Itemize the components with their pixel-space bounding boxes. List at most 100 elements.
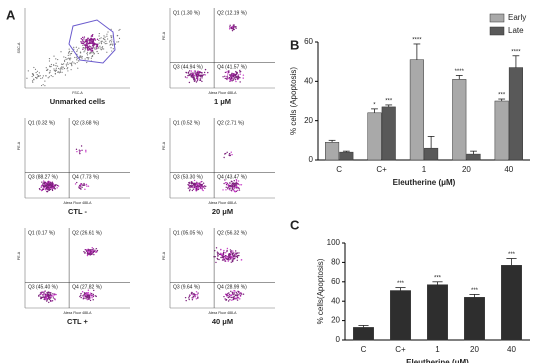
significance: *** bbox=[471, 288, 479, 294]
event-dot bbox=[81, 186, 83, 189]
quadrant-label: Q3 (53.30 %) bbox=[173, 175, 203, 181]
quadrant-label: Q4 (7.73 %) bbox=[72, 175, 99, 181]
event-dot bbox=[237, 186, 239, 189]
event-dot bbox=[87, 289, 90, 291]
event-dot bbox=[85, 149, 87, 152]
event-dot bbox=[225, 298, 228, 301]
event-dot bbox=[191, 72, 193, 75]
event-dot bbox=[84, 50, 86, 52]
event-dot bbox=[233, 180, 235, 182]
event-dot bbox=[54, 73, 56, 75]
y-axis-label: % cells (Apoptosis) bbox=[289, 67, 298, 135]
event-dot bbox=[224, 182, 227, 184]
event-dot bbox=[42, 180, 45, 182]
event-dot bbox=[215, 247, 218, 249]
event-dot bbox=[68, 52, 70, 54]
event-dot bbox=[45, 184, 47, 187]
event-dot bbox=[197, 292, 199, 294]
event-dot bbox=[235, 179, 238, 181]
event-dot bbox=[107, 38, 109, 40]
event-dot bbox=[197, 188, 200, 191]
event-dot bbox=[189, 186, 191, 188]
bar bbox=[367, 112, 382, 161]
event-dot bbox=[43, 181, 46, 184]
event-dot bbox=[61, 66, 63, 68]
event-dot bbox=[31, 80, 34, 82]
event-dot bbox=[228, 253, 230, 256]
error-bar bbox=[395, 287, 406, 291]
event-dot bbox=[184, 296, 187, 299]
event-dot bbox=[95, 48, 98, 50]
event-dot bbox=[227, 300, 230, 302]
event-dot bbox=[68, 48, 70, 50]
event-dot bbox=[43, 296, 45, 298]
event-dot bbox=[196, 76, 199, 78]
event-dot bbox=[197, 74, 199, 76]
event-dot bbox=[86, 42, 88, 44]
event-dot bbox=[62, 66, 64, 68]
event-dot bbox=[193, 186, 196, 188]
event-dot bbox=[226, 151, 228, 154]
event-dot bbox=[217, 252, 219, 255]
event-dot bbox=[236, 295, 238, 297]
event-dot bbox=[193, 292, 195, 295]
event-dot bbox=[196, 181, 198, 183]
event-dot bbox=[188, 70, 191, 72]
event-dot bbox=[91, 252, 93, 255]
event-dot bbox=[49, 292, 51, 294]
event-dot bbox=[235, 298, 238, 300]
event-dot bbox=[194, 80, 196, 82]
event-dot bbox=[84, 48, 87, 50]
event-dot bbox=[79, 150, 82, 152]
event-dot bbox=[80, 38, 83, 40]
event-dot bbox=[79, 152, 81, 155]
event-dot bbox=[58, 72, 60, 74]
event-dot bbox=[59, 71, 62, 73]
event-dot bbox=[242, 293, 245, 295]
y-tick-label: 20 bbox=[304, 116, 313, 125]
event-dot bbox=[97, 52, 99, 55]
event-dot bbox=[46, 190, 49, 193]
y-axis-label: SSC-A bbox=[17, 42, 21, 53]
event-dot bbox=[200, 71, 202, 74]
event-dot bbox=[90, 48, 92, 50]
x-tick-label: 40 bbox=[504, 165, 513, 174]
event-dot bbox=[224, 77, 226, 80]
event-dot bbox=[195, 185, 198, 188]
event-dot bbox=[221, 253, 223, 255]
event-dot bbox=[227, 187, 229, 190]
error-bar bbox=[427, 135, 435, 149]
x-tick-label: 1 bbox=[422, 165, 427, 174]
event-dot bbox=[49, 188, 52, 191]
event-dot bbox=[200, 74, 202, 77]
event-dot bbox=[95, 46, 97, 48]
event-dot bbox=[195, 293, 197, 296]
event-dot bbox=[81, 149, 83, 151]
event-dot bbox=[235, 180, 238, 182]
event-dot bbox=[106, 51, 108, 53]
event-dot bbox=[100, 43, 103, 45]
event-dot bbox=[74, 63, 76, 65]
event-dot bbox=[93, 53, 95, 55]
event-dot bbox=[242, 74, 245, 76]
event-dot bbox=[74, 183, 77, 185]
event-dot bbox=[26, 77, 28, 79]
legend-swatch bbox=[489, 13, 505, 23]
event-dot bbox=[105, 40, 107, 42]
event-dot bbox=[86, 298, 88, 301]
quadrant-label: Q1 (0.32 %) bbox=[28, 120, 55, 126]
event-dot bbox=[84, 294, 87, 296]
event-dot bbox=[191, 189, 194, 192]
error-bar bbox=[371, 108, 378, 113]
x-tick-label: C bbox=[336, 165, 342, 174]
event-dot bbox=[47, 77, 49, 79]
event-dot bbox=[51, 189, 54, 192]
event-dot bbox=[189, 188, 191, 190]
event-dot bbox=[234, 26, 237, 28]
event-dot bbox=[91, 52, 93, 54]
event-dot bbox=[190, 186, 192, 188]
event-dot bbox=[80, 296, 82, 299]
event-dot bbox=[229, 74, 231, 77]
event-dot bbox=[40, 77, 42, 80]
event-dot bbox=[90, 50, 92, 52]
